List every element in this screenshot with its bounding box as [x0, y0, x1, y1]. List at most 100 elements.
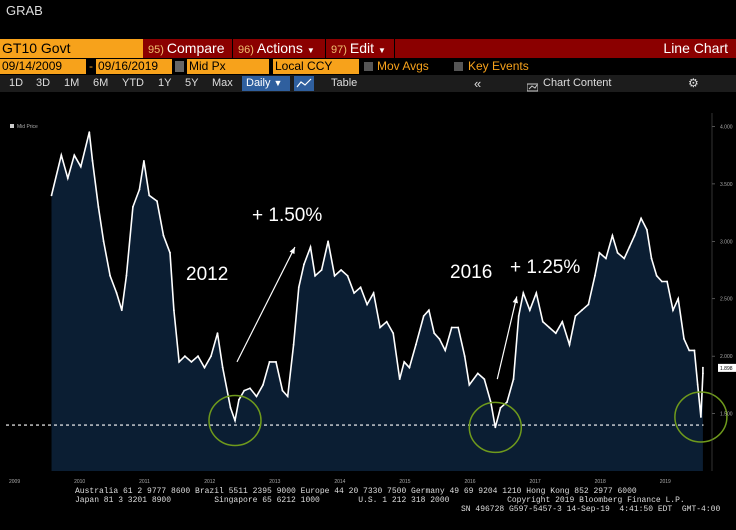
data-point [125, 274, 128, 277]
actions-menu[interactable]: 96) Actions ▼ [238, 39, 315, 58]
data-point [238, 398, 240, 401]
ticker-field[interactable]: GT10 Govt [0, 39, 143, 58]
low-highlight-circle [208, 394, 262, 447]
data-point [598, 251, 601, 254]
data-point [109, 274, 111, 277]
calendar-icon[interactable] [175, 61, 184, 72]
key-events-checkbox[interactable] [454, 62, 463, 71]
x-tick-label: 2018 [595, 479, 606, 485]
x-tick-label: 2012 [204, 479, 215, 485]
chevron-down-icon: ▼ [378, 46, 386, 55]
x-tick-label: 2015 [399, 479, 410, 485]
data-point [457, 326, 460, 329]
range-3d[interactable]: 3D [36, 77, 51, 89]
range-1m[interactable]: 1M [64, 77, 80, 89]
frequency-label: Daily [246, 77, 271, 89]
data-point [581, 309, 583, 312]
current-value-badge [718, 363, 736, 372]
data-point [292, 343, 295, 346]
data-point [327, 240, 329, 243]
x-tick-label: 2011 [139, 479, 150, 485]
y-tick-label: 2.000 [720, 354, 733, 360]
data-point [561, 320, 564, 323]
data-point [320, 269, 323, 271]
data-point [120, 309, 123, 312]
settings-bar: 09/14/2009 - 09/16/2019 Mid Px Local CCY… [0, 58, 736, 75]
data-point [346, 274, 349, 277]
data-point [535, 292, 538, 294]
range-1y[interactable]: 1Y [158, 77, 172, 89]
footer-contacts-1: Australia 61 2 9777 8600 Brazil 5511 239… [75, 487, 637, 496]
compare-menu[interactable]: 95) Compare [148, 39, 225, 58]
collapse-icon[interactable]: « [474, 76, 482, 91]
data-point [309, 246, 312, 249]
line-chart[interactable]: Mid Price 4.000 3.500 3.000 2.500 2.000 1.500… [0, 93, 736, 530]
data-point [672, 309, 674, 312]
data-point [512, 378, 515, 380]
price-field-select[interactable]: Mid Px [187, 59, 269, 74]
data-point [286, 395, 289, 398]
data-point [650, 257, 653, 260]
data-point [178, 361, 181, 363]
data-point [640, 217, 642, 220]
range-6m[interactable]: 6M [93, 77, 109, 89]
range-max[interactable]: Max [212, 77, 233, 89]
data-point [303, 263, 305, 266]
data-point [297, 286, 300, 289]
data-point [702, 372, 704, 375]
data-point [468, 384, 471, 386]
mov-avgs-checkbox[interactable] [364, 62, 373, 71]
series-area [51, 132, 703, 471]
toolbar: GT10 Govt 95) Compare 96) Actions ▼ 97) Edit… [0, 39, 736, 58]
chevron-down-icon: ▼ [273, 78, 283, 88]
chart-content-button[interactable]: Chart Content [543, 77, 612, 89]
annotation-2012-gain: + 1.50% [252, 205, 323, 226]
line-chart-icon[interactable] [294, 76, 314, 91]
data-point [696, 384, 699, 386]
actions-menu-label: Actions [256, 40, 303, 56]
data-point [132, 206, 134, 208]
data-point [700, 416, 702, 418]
currency-select[interactable]: Local CCY [273, 59, 359, 74]
table-button[interactable]: Table [331, 77, 358, 89]
data-point [102, 240, 105, 243]
chart-content-icon [526, 79, 539, 92]
data-point [203, 366, 206, 369]
legend-swatch [10, 124, 14, 128]
annotation-2012: 2012 [186, 264, 229, 285]
low-highlight-circle [468, 401, 523, 454]
end-date-field[interactable]: 09/16/2019 [96, 59, 172, 74]
data-point [587, 303, 590, 306]
data-point [353, 292, 355, 294]
data-point [655, 274, 658, 277]
low-highlight-circle [674, 391, 728, 443]
data-point [628, 246, 631, 249]
data-point [522, 292, 525, 294]
data-point [415, 343, 417, 346]
gear-icon[interactable]: ⚙ [688, 76, 699, 90]
data-point [275, 361, 277, 363]
start-date-field[interactable]: 09/14/2009 [0, 59, 86, 74]
data-point [190, 361, 193, 363]
data-point [88, 131, 91, 134]
data-point [693, 349, 696, 352]
data-point [340, 269, 342, 271]
data-point [506, 401, 508, 403]
edit-menu[interactable]: 97) Edit ▼ [331, 39, 386, 58]
frequency-select[interactable]: Daily ▼ [242, 76, 290, 91]
data-point [548, 326, 551, 329]
data-point [444, 349, 447, 352]
data-point [433, 332, 436, 335]
range-5y[interactable]: 5Y [185, 77, 199, 89]
data-point [243, 389, 246, 392]
data-point [156, 200, 158, 202]
data-point [702, 366, 704, 369]
data-point [268, 361, 271, 363]
y-tick-label: 2.500 [720, 297, 733, 303]
y-tick-label: 1.500 [720, 412, 733, 418]
data-point [138, 188, 141, 191]
data-point [221, 366, 224, 369]
range-ytd[interactable]: YTD [122, 77, 144, 89]
range-1d[interactable]: 1D [9, 77, 24, 89]
data-point [234, 419, 236, 422]
